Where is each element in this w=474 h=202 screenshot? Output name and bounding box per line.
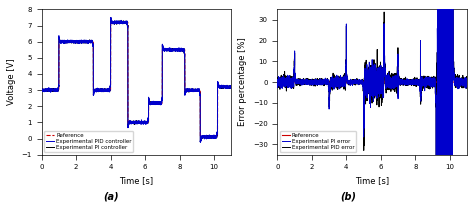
Experimental PID controller (198, 141, 203, 143)
Reference (198, 136, 203, 138)
Experimental PI controller (114, 21, 120, 23)
Experimental PID error (312, 81, 318, 84)
Experimental PID controller (114, 23, 120, 25)
Line: Experimental PID controller: Experimental PID controller (42, 18, 231, 142)
Legend: Reference, Experimental PI error, Experimental PID error: Reference, Experimental PI error, Experi… (280, 131, 356, 152)
Experimental PI controller (228, 86, 234, 88)
Experimental PID error (350, 79, 356, 82)
Experimental PID error (332, 77, 337, 80)
Reference (350, 81, 356, 83)
Legend: Reference, Experimental PID controller, Experimental PI controller: Reference, Experimental PID controller, … (45, 131, 133, 152)
Experimental PID controller (48, 89, 54, 92)
Reference (445, 81, 450, 83)
Reference (114, 21, 120, 24)
Reference (205, 136, 210, 138)
Experimental PI controller (96, 89, 102, 91)
X-axis label: Time [s]: Time [s] (119, 176, 154, 185)
Text: (b): (b) (340, 192, 356, 202)
Experimental PID controller (96, 88, 102, 90)
Reference (332, 81, 337, 83)
Reference (464, 81, 470, 83)
Experimental PID controller (209, 135, 215, 137)
Reference (76, 41, 82, 43)
Experimental PI controller (39, 88, 45, 91)
Experimental PI error (445, 60, 450, 62)
Line: Reference: Reference (42, 22, 231, 137)
Line: Experimental PID error: Experimental PID error (277, 0, 467, 202)
Experimental PID controller (205, 136, 210, 139)
Experimental PID controller (76, 41, 82, 43)
Reference (209, 136, 215, 138)
Reference (312, 81, 318, 83)
Y-axis label: Error percentage [%]: Error percentage [%] (238, 38, 247, 126)
Experimental PI controller (209, 136, 215, 138)
Reference (96, 89, 102, 91)
Reference (441, 81, 447, 83)
Reference (108, 21, 113, 24)
Experimental PI error (350, 79, 356, 82)
Experimental PI error (312, 81, 318, 83)
Experimental PI error (332, 80, 337, 83)
Y-axis label: Voltage [V]: Voltage [V] (7, 59, 16, 105)
Experimental PI error (464, 81, 470, 84)
Experimental PID controller (108, 16, 113, 19)
Text: (a): (a) (104, 192, 119, 202)
Reference (274, 81, 280, 83)
X-axis label: Time [s]: Time [s] (355, 176, 389, 185)
Reference (48, 89, 54, 91)
Line: Experimental PI error: Experimental PI error (277, 0, 467, 202)
Experimental PI controller (48, 90, 54, 92)
Experimental PID error (274, 79, 280, 82)
Line: Experimental PI controller: Experimental PI controller (42, 17, 231, 142)
Experimental PID error (464, 77, 470, 79)
Experimental PI error (274, 79, 280, 82)
Experimental PID controller (228, 85, 234, 87)
Experimental PI error (441, 0, 447, 2)
Experimental PI controller (198, 141, 203, 143)
Reference (39, 89, 45, 91)
Experimental PID controller (39, 89, 45, 91)
Experimental PI error (283, 84, 289, 86)
Experimental PI controller (205, 137, 210, 139)
Reference (283, 81, 289, 83)
Experimental PID error (283, 84, 289, 86)
Experimental PI controller (108, 16, 113, 19)
Experimental PI controller (76, 40, 82, 43)
Reference (228, 86, 234, 88)
